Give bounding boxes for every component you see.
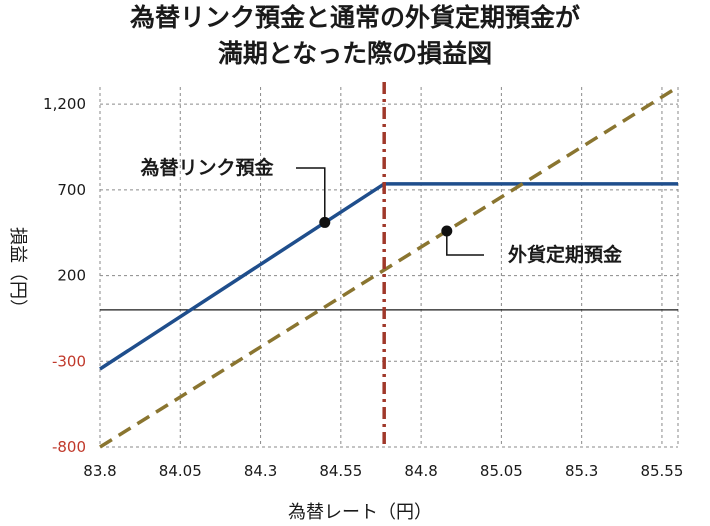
series-line-0 [99, 182, 678, 371]
y-tick-label-0: 1,200 [43, 95, 86, 113]
callout-leader-0 [296, 167, 326, 223]
x-axis-label: 為替レート（円） [288, 502, 432, 523]
y-tick-label-4: -800 [52, 438, 86, 456]
x-tick-label-1: 84.05 [159, 462, 202, 480]
x-tick-label-0: 83.8 [83, 462, 116, 480]
series-lines [99, 82, 679, 449]
callout-label-1: 外貨定期預金 [508, 243, 623, 266]
x-tick-label-7: 85.55 [640, 462, 683, 480]
y-tick-label-3: -300 [52, 352, 86, 370]
chart-title: 為替リンク預金と通常の外貨定期預金が 満期となった際の損益図 [130, 3, 580, 68]
chart-title-line-1: 為替リンク預金と通常の外貨定期預金が [130, 3, 580, 32]
chart-title-line-2: 満期となった際の損益図 [218, 39, 492, 68]
y-tick-label-1: 700 [57, 181, 86, 199]
x-axis-ticks: 83.8 84.05 84.3 84.55 84.8 85.05 85.3 85.55 [83, 462, 683, 480]
x-tick-label-3: 84.55 [319, 462, 362, 480]
series-line-1 [99, 85, 679, 449]
callout-label-0: 為替リンク預金 [140, 156, 274, 179]
y-axis-label: 損益（円） [7, 227, 28, 317]
x-tick-label-2: 84.3 [244, 462, 277, 480]
callout-leader-1 [446, 231, 484, 256]
y-tick-label-2: 200 [57, 267, 86, 285]
x-tick-label-6: 85.3 [565, 462, 598, 480]
x-tick-label-5: 85.05 [480, 462, 523, 480]
x-tick-label-4: 84.8 [404, 462, 437, 480]
y-axis-ticks: 1,200 700 200 -300 -800 [43, 95, 86, 456]
grid [99, 87, 679, 448]
